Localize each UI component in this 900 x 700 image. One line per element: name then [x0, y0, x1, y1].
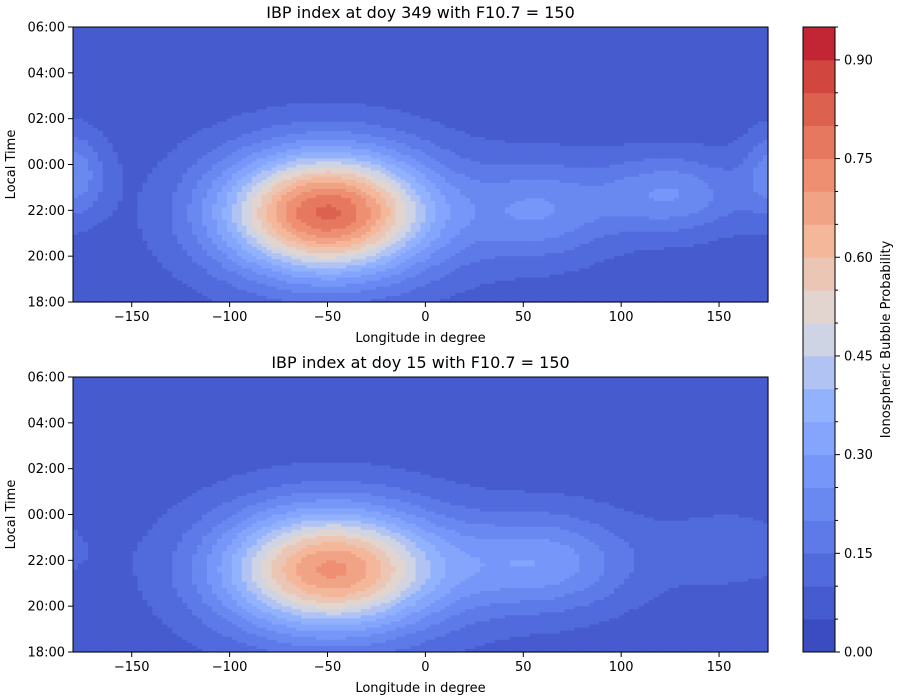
- chart-title-top: IBP index at doy 349 with F10.7 = 150: [266, 3, 575, 22]
- heatmap-top: [73, 27, 769, 303]
- plot-top: IBP index at doy 349 with F10.7 = 150 −1…: [4, 3, 769, 346]
